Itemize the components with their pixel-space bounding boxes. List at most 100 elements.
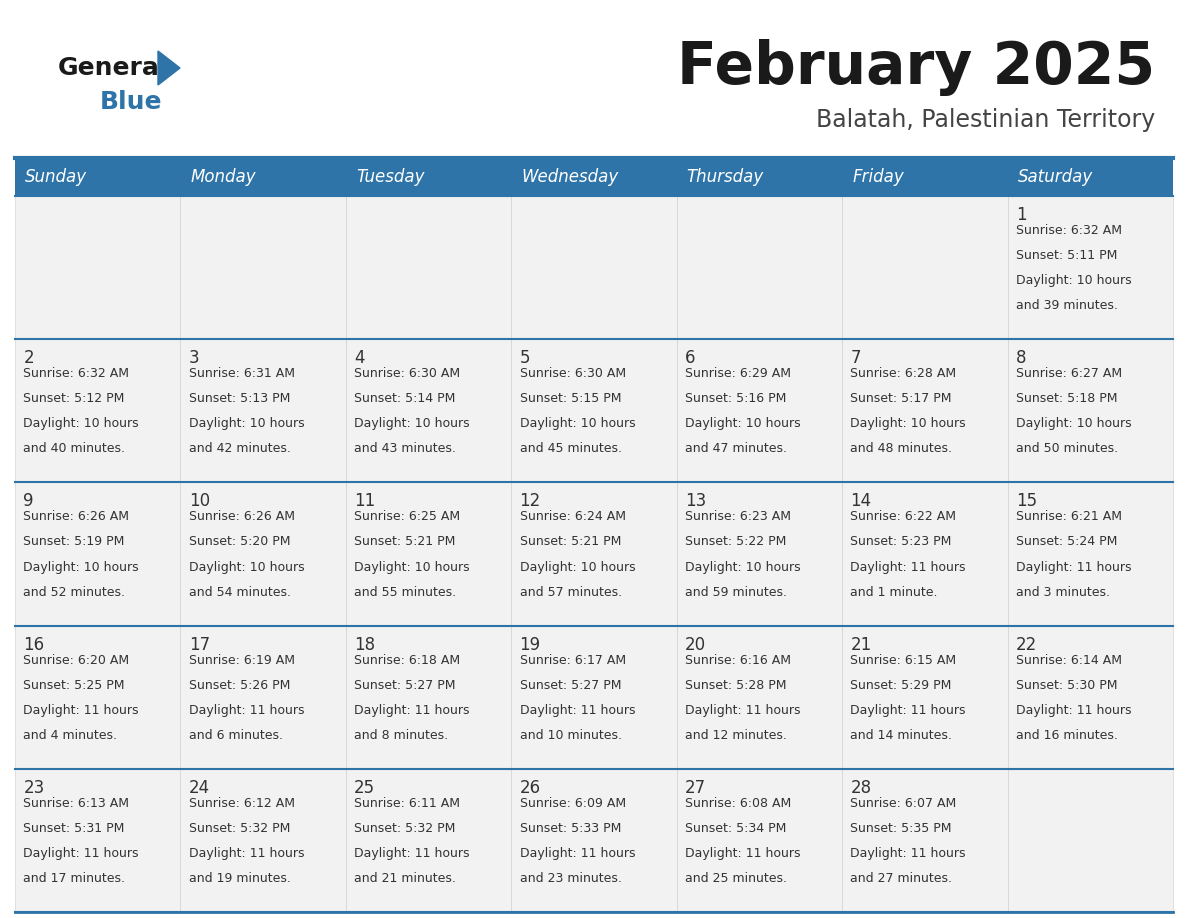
Text: 27: 27 (685, 778, 706, 797)
Bar (842, 196, 1007, 339)
Text: and 55 minutes.: and 55 minutes. (354, 586, 456, 599)
Text: 17: 17 (189, 635, 210, 654)
Text: and 27 minutes.: and 27 minutes. (851, 872, 953, 885)
Text: Sunrise: 6:30 AM: Sunrise: 6:30 AM (519, 367, 626, 380)
Text: 14: 14 (851, 492, 872, 510)
Text: and 21 minutes.: and 21 minutes. (354, 872, 456, 885)
Text: 2: 2 (24, 349, 34, 367)
Text: and 54 minutes.: and 54 minutes. (189, 586, 291, 599)
Text: and 59 minutes.: and 59 minutes. (685, 586, 786, 599)
Bar (181, 768, 346, 912)
Text: Sunset: 5:11 PM: Sunset: 5:11 PM (1016, 249, 1117, 262)
Text: Daylight: 10 hours: Daylight: 10 hours (1016, 274, 1131, 287)
Text: Daylight: 11 hours: Daylight: 11 hours (685, 847, 801, 860)
Bar (842, 158, 1007, 196)
Text: and 23 minutes.: and 23 minutes. (519, 872, 621, 885)
Text: Daylight: 11 hours: Daylight: 11 hours (519, 847, 636, 860)
Text: Sunset: 5:14 PM: Sunset: 5:14 PM (354, 392, 455, 405)
Text: and 6 minutes.: and 6 minutes. (189, 729, 283, 742)
Text: Sunset: 5:32 PM: Sunset: 5:32 PM (189, 822, 290, 834)
Bar (15, 768, 181, 912)
Bar (346, 482, 511, 625)
Text: Sunrise: 6:25 AM: Sunrise: 6:25 AM (354, 510, 460, 523)
Text: and 4 minutes.: and 4 minutes. (24, 729, 118, 742)
Bar (15, 339, 181, 482)
Bar (346, 768, 511, 912)
Bar (677, 768, 842, 912)
Text: and 25 minutes.: and 25 minutes. (685, 872, 786, 885)
Text: Sunrise: 6:16 AM: Sunrise: 6:16 AM (685, 654, 791, 666)
Text: February 2025: February 2025 (677, 39, 1155, 96)
Text: Sunset: 5:31 PM: Sunset: 5:31 PM (24, 822, 125, 834)
Bar (677, 196, 842, 339)
Text: Daylight: 10 hours: Daylight: 10 hours (354, 418, 469, 431)
Text: Sunrise: 6:29 AM: Sunrise: 6:29 AM (685, 367, 791, 380)
Bar (15, 625, 181, 768)
Text: Daylight: 11 hours: Daylight: 11 hours (189, 704, 304, 717)
Text: Sunset: 5:30 PM: Sunset: 5:30 PM (1016, 678, 1118, 691)
Bar (346, 158, 511, 196)
Text: Daylight: 11 hours: Daylight: 11 hours (24, 704, 139, 717)
Text: Sunrise: 6:19 AM: Sunrise: 6:19 AM (189, 654, 295, 666)
Text: Sunset: 5:21 PM: Sunset: 5:21 PM (354, 535, 455, 548)
Text: Sunrise: 6:09 AM: Sunrise: 6:09 AM (519, 797, 626, 810)
Text: and 3 minutes.: and 3 minutes. (1016, 586, 1110, 599)
Text: and 39 minutes.: and 39 minutes. (1016, 299, 1118, 312)
Text: Tuesday: Tuesday (355, 168, 424, 186)
Text: Sunrise: 6:31 AM: Sunrise: 6:31 AM (189, 367, 295, 380)
Text: Sunrise: 6:30 AM: Sunrise: 6:30 AM (354, 367, 460, 380)
Text: Daylight: 10 hours: Daylight: 10 hours (354, 561, 469, 574)
Bar (1007, 196, 1173, 339)
Text: Sunrise: 6:32 AM: Sunrise: 6:32 AM (1016, 224, 1121, 237)
Text: Sunrise: 6:07 AM: Sunrise: 6:07 AM (851, 797, 956, 810)
Text: and 42 minutes.: and 42 minutes. (189, 442, 291, 455)
Bar (842, 625, 1007, 768)
Text: Sunday: Sunday (25, 168, 87, 186)
Text: and 14 minutes.: and 14 minutes. (851, 729, 953, 742)
Text: Sunrise: 6:18 AM: Sunrise: 6:18 AM (354, 654, 460, 666)
Text: Daylight: 10 hours: Daylight: 10 hours (189, 418, 304, 431)
Text: 15: 15 (1016, 492, 1037, 510)
Text: Sunset: 5:32 PM: Sunset: 5:32 PM (354, 822, 455, 834)
Text: Sunrise: 6:32 AM: Sunrise: 6:32 AM (24, 367, 129, 380)
Text: General: General (58, 56, 169, 80)
Text: and 57 minutes.: and 57 minutes. (519, 586, 621, 599)
Text: Sunset: 5:18 PM: Sunset: 5:18 PM (1016, 392, 1118, 405)
Text: Daylight: 11 hours: Daylight: 11 hours (851, 561, 966, 574)
Text: and 45 minutes.: and 45 minutes. (519, 442, 621, 455)
Text: 24: 24 (189, 778, 210, 797)
Text: 3: 3 (189, 349, 200, 367)
Bar (1007, 158, 1173, 196)
Text: 18: 18 (354, 635, 375, 654)
Text: 12: 12 (519, 492, 541, 510)
Text: Sunset: 5:28 PM: Sunset: 5:28 PM (685, 678, 786, 691)
Text: Sunset: 5:27 PM: Sunset: 5:27 PM (354, 678, 456, 691)
Bar (511, 768, 677, 912)
Text: Sunrise: 6:26 AM: Sunrise: 6:26 AM (189, 510, 295, 523)
Text: Thursday: Thursday (687, 168, 764, 186)
Text: 22: 22 (1016, 635, 1037, 654)
Text: Sunset: 5:15 PM: Sunset: 5:15 PM (519, 392, 621, 405)
Text: and 50 minutes.: and 50 minutes. (1016, 442, 1118, 455)
Text: Sunset: 5:20 PM: Sunset: 5:20 PM (189, 535, 290, 548)
Text: Daylight: 11 hours: Daylight: 11 hours (851, 704, 966, 717)
Text: Friday: Friday (852, 168, 904, 186)
Text: Sunset: 5:25 PM: Sunset: 5:25 PM (24, 678, 125, 691)
Text: 23: 23 (24, 778, 44, 797)
Bar (181, 482, 346, 625)
Text: Sunset: 5:33 PM: Sunset: 5:33 PM (519, 822, 621, 834)
Text: Monday: Monday (190, 168, 255, 186)
Bar (346, 196, 511, 339)
Text: Sunrise: 6:08 AM: Sunrise: 6:08 AM (685, 797, 791, 810)
Bar (842, 482, 1007, 625)
Text: 9: 9 (24, 492, 33, 510)
Text: 11: 11 (354, 492, 375, 510)
Text: Sunset: 5:19 PM: Sunset: 5:19 PM (24, 535, 125, 548)
Text: and 16 minutes.: and 16 minutes. (1016, 729, 1118, 742)
Bar (511, 625, 677, 768)
Text: and 52 minutes.: and 52 minutes. (24, 586, 125, 599)
Text: Daylight: 10 hours: Daylight: 10 hours (851, 418, 966, 431)
Text: Sunrise: 6:26 AM: Sunrise: 6:26 AM (24, 510, 129, 523)
Text: Sunset: 5:34 PM: Sunset: 5:34 PM (685, 822, 786, 834)
Text: Sunrise: 6:24 AM: Sunrise: 6:24 AM (519, 510, 626, 523)
